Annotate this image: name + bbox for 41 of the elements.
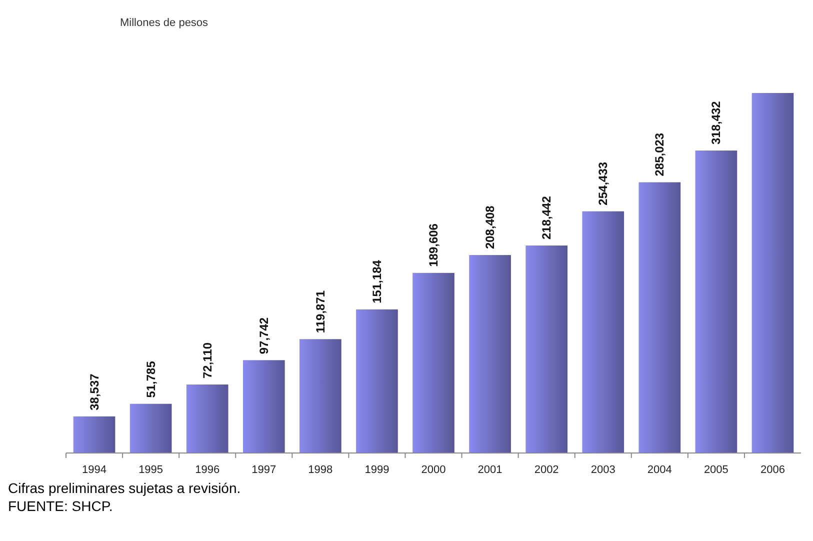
data-label: 218,442 bbox=[540, 196, 554, 240]
data-label: 151,184 bbox=[370, 260, 384, 304]
x-tick-label: 2005 bbox=[704, 464, 728, 476]
bar bbox=[469, 255, 511, 453]
x-tick-label: 1998 bbox=[308, 464, 333, 476]
x-tick-label: 2003 bbox=[590, 464, 616, 476]
text: Cifras preliminares sujetas a revisión. bbox=[8, 480, 241, 496]
data-label: 72,110 bbox=[200, 342, 214, 379]
x-tick-label: 1995 bbox=[138, 464, 164, 476]
data-label: 38,537 bbox=[87, 373, 102, 410]
data-label: 189,606 bbox=[426, 223, 440, 267]
bar bbox=[638, 182, 681, 453]
data-label: 318,432 bbox=[709, 100, 724, 145]
bar bbox=[186, 384, 228, 453]
data-label: 97,742 bbox=[256, 317, 271, 354]
data-label: 51,785 bbox=[144, 360, 158, 398]
bar bbox=[582, 211, 624, 453]
bar bbox=[73, 416, 116, 453]
x-tick-label: 2001 bbox=[478, 464, 502, 476]
x-tick-label: 2004 bbox=[647, 464, 672, 476]
data-label: 208,408 bbox=[483, 205, 498, 250]
bar bbox=[752, 93, 794, 453]
bar bbox=[242, 360, 285, 453]
x-tick-label: 1994 bbox=[82, 464, 107, 476]
x-tick-label: 2006 bbox=[760, 464, 785, 476]
x-tick-label: 1996 bbox=[195, 464, 220, 476]
bar bbox=[412, 272, 454, 453]
bar bbox=[695, 150, 738, 453]
chart-subtitle: Millones de pesos bbox=[120, 17, 209, 29]
bar bbox=[130, 404, 172, 453]
data-label: 285,023 bbox=[652, 132, 667, 176]
bar bbox=[526, 246, 568, 453]
bar bbox=[356, 309, 398, 453]
bar bbox=[300, 339, 342, 453]
x-tick-label: 2000 bbox=[421, 464, 446, 476]
x-tick-label: 1997 bbox=[252, 464, 276, 476]
x-tick-label: 2002 bbox=[534, 464, 559, 476]
source-note: FUENTE: SHCP. bbox=[8, 498, 113, 514]
data-label: 254,433 bbox=[596, 162, 610, 206]
data-label: 119,871 bbox=[313, 290, 328, 334]
x-tick-label: 1999 bbox=[364, 464, 390, 476]
